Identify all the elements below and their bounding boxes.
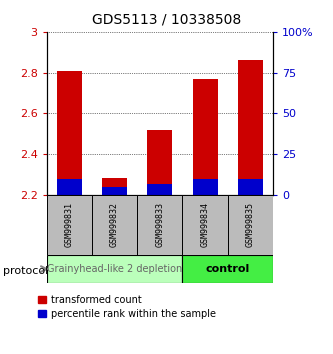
Bar <box>182 255 273 283</box>
Bar <box>92 195 137 255</box>
Bar <box>228 195 273 255</box>
Bar <box>47 195 92 255</box>
Bar <box>102 178 127 195</box>
Bar <box>148 130 172 195</box>
Bar <box>47 255 182 283</box>
Text: GSM999835: GSM999835 <box>246 202 255 247</box>
Bar <box>182 195 228 255</box>
Text: GSM999833: GSM999833 <box>155 202 165 247</box>
Bar <box>238 61 263 195</box>
Text: Grainyhead-like 2 depletion: Grainyhead-like 2 depletion <box>47 264 182 274</box>
Text: GDS5113 / 10338508: GDS5113 / 10338508 <box>92 12 241 27</box>
Text: GSM999832: GSM999832 <box>110 202 119 247</box>
Bar <box>57 70 82 195</box>
Bar <box>193 179 217 195</box>
Bar <box>148 183 172 195</box>
Bar <box>193 79 217 195</box>
Bar <box>238 179 263 195</box>
Legend: transformed count, percentile rank within the sample: transformed count, percentile rank withi… <box>38 295 216 319</box>
Text: protocol: protocol <box>3 266 49 276</box>
Text: GSM999831: GSM999831 <box>65 202 74 247</box>
Bar <box>102 187 127 195</box>
Bar <box>57 179 82 195</box>
Text: GSM999834: GSM999834 <box>200 202 210 247</box>
Bar <box>137 195 182 255</box>
Text: control: control <box>206 264 250 274</box>
